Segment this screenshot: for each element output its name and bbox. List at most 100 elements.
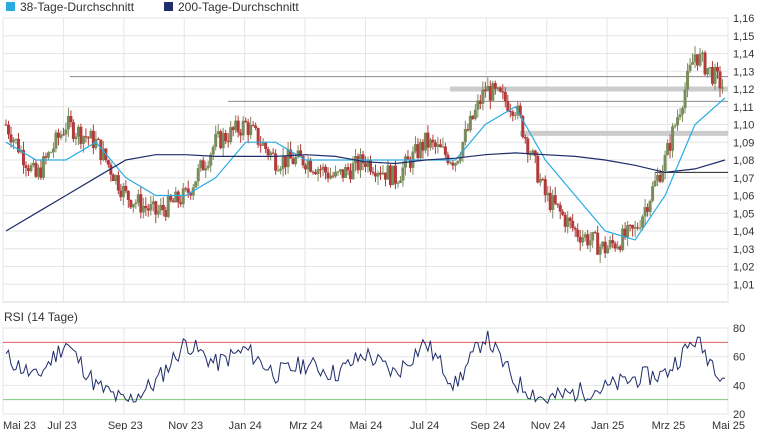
candle-body: [294, 157, 298, 165]
candle-body: [61, 134, 65, 136]
candle-body: [508, 110, 512, 112]
ma200-line: [5, 152, 726, 232]
candle-body: [319, 169, 323, 171]
candle-body: [708, 67, 712, 69]
candle-body: [486, 86, 490, 92]
candle-body: [698, 53, 702, 66]
candle-body: [436, 144, 440, 147]
candle-body: [476, 100, 480, 110]
candle-body: [451, 162, 455, 166]
candle-body: [314, 172, 318, 175]
candle-body: [568, 217, 572, 222]
y-axis-ticks: 1,16 1,15 1,14 1,13 1,12 1,11 1,10 1,09 1,08 1,07…: [733, 13, 754, 291]
candle-body: [339, 169, 343, 172]
candle-body: [156, 210, 160, 215]
candle-body: [181, 188, 185, 205]
rsi-line: [5, 330, 726, 404]
candle-body: [179, 202, 183, 205]
candle-body: [571, 221, 575, 228]
candle-body: [443, 146, 447, 155]
candle-body: [311, 171, 315, 173]
candle-body: [556, 203, 560, 205]
candle-body: [139, 194, 143, 213]
candle-body: [478, 100, 482, 104]
candle-body: [626, 225, 630, 238]
candle-body: [234, 120, 238, 131]
rsi-tick-label: 60: [733, 352, 745, 364]
y-tick-label: 1,10: [733, 120, 754, 132]
candle-body: [683, 89, 687, 109]
candle-body: [611, 240, 615, 244]
candle-body: [656, 175, 660, 181]
candle-body: [606, 247, 610, 254]
candle-body: [336, 171, 340, 173]
candle-body: [428, 139, 432, 148]
candle-body: [351, 163, 355, 180]
candle-body: [206, 165, 210, 168]
candle-body: [493, 83, 497, 89]
candle-body: [84, 136, 88, 138]
candle-body: [71, 122, 75, 140]
candle-body: [124, 185, 128, 191]
legend-swatch-ma38: [6, 2, 15, 11]
candle-body: [114, 175, 118, 182]
candle-body: [593, 232, 597, 234]
candle-body: [254, 125, 258, 129]
candle-body: [391, 165, 395, 186]
candle-body: [431, 139, 435, 143]
candle-body: [299, 150, 303, 157]
candle-body: [538, 179, 542, 183]
candle-body: [196, 168, 200, 182]
candle-body: [561, 211, 565, 215]
candle-body: [164, 210, 168, 217]
candle-body: [468, 115, 472, 131]
candle-body: [496, 87, 500, 89]
candle-body: [74, 136, 78, 140]
candle-body: [506, 101, 510, 111]
candle-body: [171, 200, 175, 203]
candle-body: [591, 232, 595, 241]
candle-body: [458, 156, 462, 161]
candle-body: [521, 115, 525, 137]
candle-body: [241, 120, 245, 136]
candle-body: [586, 234, 590, 246]
x-tick-label: Mai 23: [3, 420, 36, 430]
candle-body: [441, 146, 445, 148]
candle-body: [471, 115, 475, 119]
candle-body: [316, 169, 320, 175]
candle-body: [696, 54, 700, 66]
candle-body: [543, 179, 547, 196]
candle-body: [368, 159, 372, 172]
y-tick-label: 1,04: [733, 226, 754, 238]
candle-body: [513, 114, 517, 116]
candle-body: [89, 130, 93, 139]
candle-body: [668, 143, 672, 151]
candle-body: [66, 116, 70, 130]
candle-body: [349, 170, 353, 180]
candle-body: [301, 156, 305, 166]
candle-body: [136, 194, 140, 203]
candle-body: [716, 66, 720, 72]
candle-body: [131, 204, 135, 208]
candle-body: [623, 228, 627, 238]
candle-body: [99, 139, 103, 161]
candle-body: [144, 205, 148, 209]
candle-body: [566, 217, 570, 227]
candle-body: [39, 167, 43, 178]
resistance-zone: [520, 130, 728, 136]
candle-body: [106, 160, 110, 165]
candle-body: [526, 138, 530, 155]
candle-body: [141, 205, 145, 213]
candle-body: [423, 132, 427, 151]
candle-body: [608, 240, 612, 248]
candle-body: [264, 142, 268, 149]
candle-body: [91, 130, 95, 149]
candle-body: [466, 129, 470, 131]
candle-body: [34, 162, 38, 177]
candle-body: [216, 131, 220, 135]
candle-body: [663, 154, 667, 172]
x-tick-label: Nov 24: [531, 420, 566, 430]
candle-body: [46, 152, 50, 158]
candle-body: [651, 186, 655, 201]
candle-body: [648, 200, 652, 212]
